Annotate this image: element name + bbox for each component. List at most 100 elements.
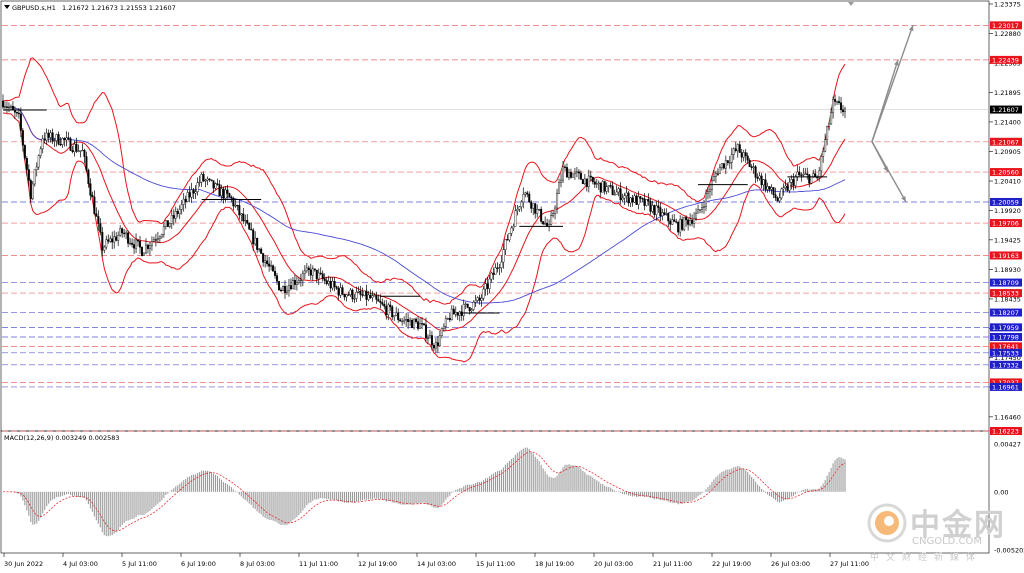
candle-body (47, 132, 50, 138)
candle-body (289, 285, 292, 290)
level-tag-label: 1.21067 (992, 138, 1019, 146)
candle-body (842, 109, 845, 112)
candle-body (792, 179, 795, 186)
level-tag (990, 168, 1022, 177)
time-tick-label: 15 Jul 11:00 (476, 560, 515, 568)
candle-body (756, 177, 759, 179)
candle-body (148, 245, 151, 249)
level-tag (990, 382, 1022, 391)
candle-body (728, 162, 731, 164)
candle-body (91, 195, 94, 198)
level-tag-label: 1.17641 (992, 343, 1019, 351)
level-tag (990, 323, 1022, 332)
candle-body (393, 315, 396, 318)
candle-body (67, 137, 70, 139)
level-tag-label: 1.17959 (992, 324, 1019, 332)
watermark: 中金网 CNGOLD.COM 中文财经新媒体 (862, 498, 1022, 564)
main-plot-frame (0, 0, 990, 432)
candle-body (27, 169, 30, 181)
candle-body (49, 132, 52, 138)
level-tag-label: 1.20560 (992, 169, 1019, 177)
candle-body (706, 191, 709, 194)
candle-body (137, 239, 140, 242)
level-tag-label: 1.19706 (992, 220, 1019, 228)
candle-body (472, 301, 475, 310)
candle-body (464, 303, 467, 305)
candle-body (196, 182, 199, 192)
bollinger-bands (2, 57, 846, 363)
forecast-arrow-down-far-head (901, 195, 906, 202)
candle-body (714, 173, 717, 177)
candle-body (131, 242, 134, 245)
candle-body (649, 201, 652, 212)
candle-body (81, 149, 84, 152)
candle-body (409, 319, 412, 322)
candle-body (252, 229, 255, 245)
candle-body (375, 295, 378, 300)
candle-body (790, 179, 793, 183)
candle-body (546, 223, 549, 227)
candle-body (127, 232, 130, 244)
candle-body (123, 232, 126, 235)
candle-body (63, 138, 66, 141)
candle-body (450, 308, 453, 320)
candle-body (186, 192, 189, 202)
candle-body (691, 220, 694, 224)
candle-body (591, 176, 594, 182)
price-tick-label: 1.20410 (994, 178, 1021, 186)
candle-body (746, 155, 749, 161)
candle-body (285, 290, 288, 293)
level-tag (990, 278, 1022, 287)
candle-body (31, 183, 34, 200)
candle-body (703, 206, 706, 208)
candle-body (399, 319, 402, 322)
candle-body (29, 180, 32, 200)
candle-body (468, 307, 471, 312)
candle-body (419, 323, 422, 329)
candle-body (452, 308, 455, 315)
candle-body (430, 335, 433, 346)
candle-body (589, 175, 592, 178)
candle-body (325, 280, 328, 284)
forecast-arrow-up-far (871, 24, 914, 142)
level-tag (990, 55, 1022, 64)
symbol-dropdown-icon[interactable] (4, 5, 10, 9)
candle-body (403, 319, 406, 322)
candle-body (772, 187, 775, 195)
candle-body (176, 211, 179, 215)
candle-body (597, 182, 600, 184)
candle-body (798, 171, 801, 176)
candle-body (194, 191, 197, 194)
candle-body (347, 294, 350, 296)
candle-body (89, 183, 92, 196)
candle-body (685, 217, 688, 221)
candle-body (740, 152, 743, 158)
candle-body (569, 172, 572, 178)
candle-body (192, 189, 195, 194)
candle-body (440, 328, 443, 337)
candle-body (802, 174, 805, 176)
candle-body (812, 173, 815, 177)
candle-body (397, 312, 400, 321)
price-tick-label: 1.17450 (994, 354, 1021, 362)
candle-body (164, 220, 167, 227)
candle-body (534, 203, 537, 214)
candle-body (470, 309, 473, 312)
candle-body (822, 150, 825, 157)
candle-body (158, 236, 161, 239)
candle-body (401, 320, 404, 323)
candle-body (687, 219, 690, 225)
candle-body (357, 291, 360, 293)
candle-body (766, 186, 769, 190)
candle-body (381, 302, 384, 305)
time-tick-label: 11 Jul 11:00 (299, 560, 338, 568)
candle-body (228, 193, 231, 198)
candle-body (204, 180, 207, 182)
candle-body (794, 176, 797, 186)
candle-body (583, 178, 586, 185)
symbol-label: GBPUSD.s,H1 (12, 4, 56, 12)
level-tag (990, 197, 1022, 206)
forecast-arrow-up-far-head (908, 25, 914, 32)
candle-body (282, 286, 285, 292)
